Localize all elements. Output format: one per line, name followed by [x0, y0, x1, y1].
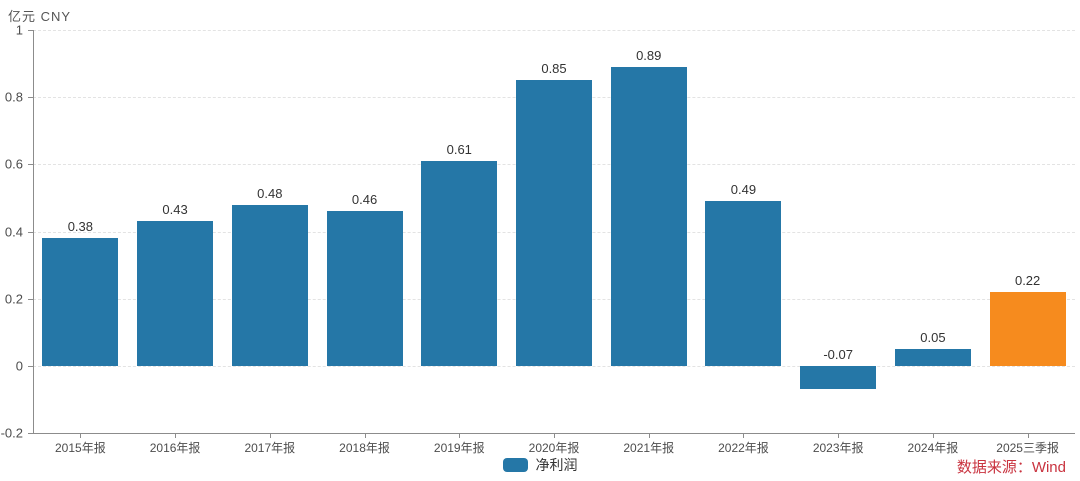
x-axis-tick: [743, 433, 745, 438]
bar-value-label-2020年报: 0.85: [541, 61, 567, 77]
data-source-note: 数据来源：Wind: [956, 459, 1066, 476]
y-axis-tick: [28, 97, 33, 99]
y-axis-unit-label: 亿元 CNY: [8, 9, 72, 24]
y-axis-tick-label: -0.2: [0, 425, 23, 441]
bar-value-label-2023年报: -0.07: [823, 346, 853, 362]
y-axis-tick-label: 0.4: [4, 224, 23, 239]
bar-value-label-2025三季报: 0.22: [1014, 272, 1041, 288]
x-axis-tick: [932, 433, 934, 438]
y-axis-tick: [28, 298, 33, 300]
x-axis-tick-label-2016年报: 2016年报: [149, 441, 201, 455]
y-axis-tick-label: 0.6: [4, 156, 23, 172]
x-axis-tick-label-2024年报: 2024年报: [907, 441, 959, 455]
x-axis-tick-label-2017年报: 2017年报: [244, 441, 296, 455]
x-axis-tick-label-2022年报: 2022年报: [718, 441, 769, 455]
x-axis-tick-label-2020年报: 2020年报: [528, 441, 580, 455]
bar-value-label-2018年报: 0.46: [351, 192, 378, 208]
x-axis-tick: [838, 433, 840, 438]
bar-value-label-2015年报: 0.38: [67, 219, 94, 235]
bar-value-label-2021年报: 0.89: [636, 47, 662, 63]
x-axis-tick-label-2019年报: 2019年报: [433, 441, 485, 455]
bar-2019年报[interactable]: [421, 160, 498, 366]
bar-2022年报[interactable]: [705, 201, 782, 366]
x-axis-tick: [648, 433, 650, 438]
y-axis-tick: [28, 30, 33, 31]
y-axis-tick: [28, 365, 33, 367]
bar-value-label-2019年报: 0.61: [446, 141, 472, 157]
bar-2024年报[interactable]: [894, 349, 971, 366]
bar-value-label-2017年报: 0.48: [257, 185, 283, 201]
y-axis-tick-label: 0.2: [4, 291, 23, 307]
x-axis-tick-label-2025三季报: 2025三季报: [996, 441, 1059, 455]
x-axis-tick: [364, 433, 366, 438]
bar-2015年报[interactable]: [42, 238, 119, 366]
x-axis-tick: [1027, 433, 1029, 438]
x-axis-tick: [269, 433, 271, 438]
legend-swatch-net-profit[interactable]: [502, 458, 528, 472]
gridline-y-1: [33, 30, 1075, 31]
y-axis-tick: [28, 231, 33, 233]
bar-2021年报[interactable]: [610, 66, 687, 366]
y-axis-line: [33, 30, 34, 433]
legend-label-net-profit[interactable]: 净利润: [535, 457, 578, 473]
gridline-y-0: [33, 365, 1075, 367]
y-axis-tick-label: 1: [15, 22, 23, 38]
legend[interactable]: 净利润: [0, 455, 1080, 475]
y-axis-tick: [28, 433, 33, 434]
bar-2017年报[interactable]: [231, 204, 308, 366]
y-axis-tick-label: 0.8: [4, 89, 23, 105]
x-axis-tick-label-2023年报: 2023年报: [812, 441, 864, 455]
x-axis-tick-label-2015年报: 2015年报: [55, 441, 106, 455]
x-axis-tick: [175, 433, 177, 438]
y-axis-tick: [28, 164, 33, 166]
bar-value-label-2024年报: 0.05: [920, 330, 946, 346]
bar-2018年报[interactable]: [326, 211, 403, 366]
bar-2016年报[interactable]: [137, 221, 214, 366]
bar-value-label-2022年报: 0.49: [730, 182, 757, 198]
y-axis-tick-label: 0: [15, 358, 23, 374]
bar-2020年报[interactable]: [516, 80, 592, 366]
x-axis-tick-label-2018年报: 2018年报: [339, 441, 390, 455]
bar-2023年报[interactable]: [800, 365, 877, 390]
x-axis-tick: [554, 433, 555, 438]
bar-value-label-2016年报: 0.43: [162, 202, 188, 218]
x-axis-tick: [459, 433, 461, 438]
bar-2025三季报[interactable]: [989, 291, 1066, 366]
x-axis-tick: [80, 433, 82, 438]
x-axis-tick-label-2021年报: 2021年报: [623, 441, 675, 455]
